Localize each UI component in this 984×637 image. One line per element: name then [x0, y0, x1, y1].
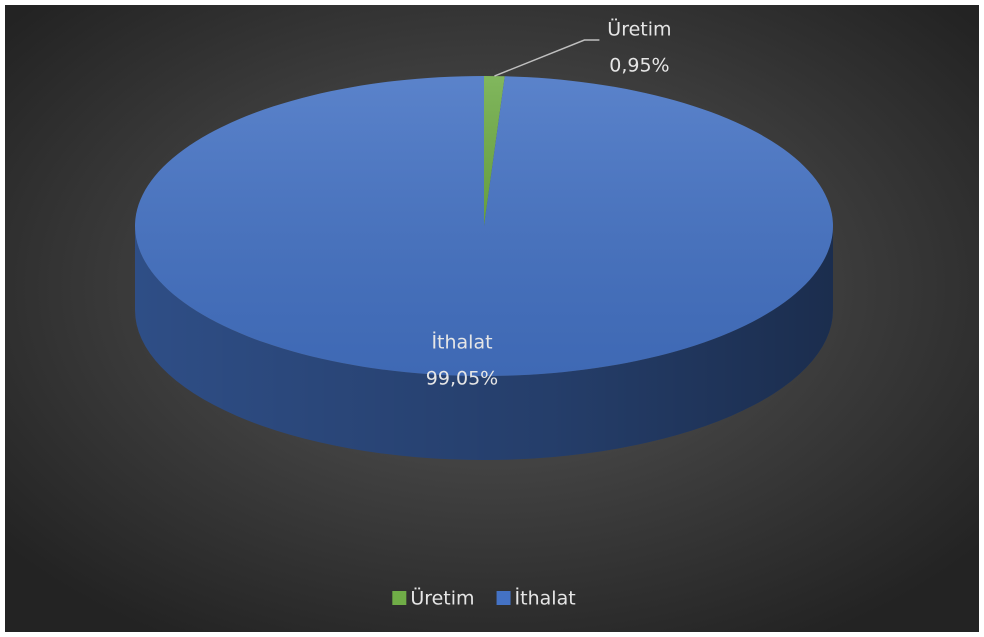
data-label-value: 0,95% — [609, 55, 669, 77]
legend: Üretim İthalat — [392, 587, 576, 610]
slice-gloss — [134, 76, 833, 377]
legend-swatch — [392, 591, 407, 605]
legend-label: Üretim — [410, 587, 474, 610]
data-label-value: 99,05% — [426, 368, 498, 390]
data-label-name: İthalat — [431, 331, 492, 354]
slice-gloss — [484, 76, 505, 226]
data-label-name: Üretim — [607, 18, 671, 41]
pie-tops — [134, 76, 833, 377]
leader-line — [494, 39, 600, 77]
pie-sides — [135, 226, 833, 460]
slice-side-shade — [135, 226, 833, 460]
legend-swatch — [496, 591, 511, 605]
data-labels: Üretim 0,95% İthalat 99,05% — [426, 18, 672, 390]
legend-label: İthalat — [515, 587, 576, 610]
